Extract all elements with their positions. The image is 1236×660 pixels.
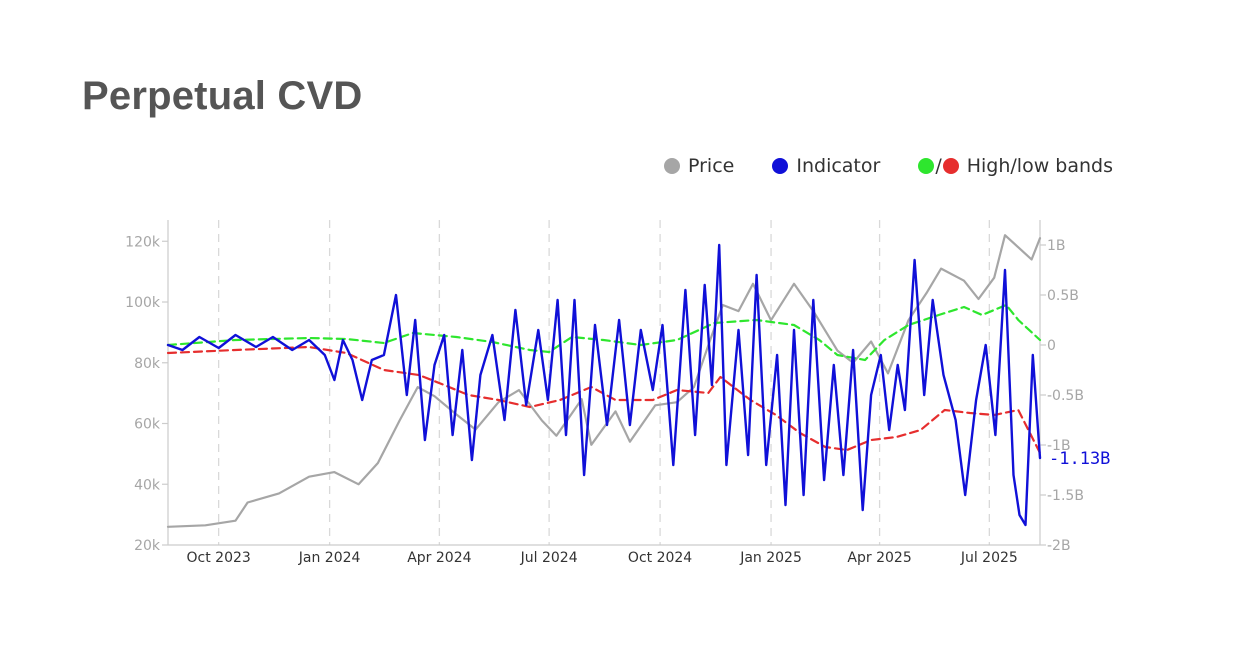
left-tick-label: 100k <box>125 295 161 311</box>
price-line <box>166 234 1042 528</box>
right-tick-label: -2B <box>1047 538 1071 554</box>
x-tick-label: Apr 2024 <box>407 550 471 566</box>
legend-separator: / <box>935 155 942 177</box>
legend-item-bands[interactable]: / High/low bands <box>918 155 1113 177</box>
legend-label-bands: High/low bands <box>966 155 1113 177</box>
left-tick-label: 120k <box>125 234 161 250</box>
chart-legend: Price Indicator / High/low bands <box>664 155 1113 177</box>
low-band-legend-dot-icon <box>942 158 959 174</box>
price-legend-dot-icon <box>664 158 680 174</box>
x-tick-label: Jul 2024 <box>520 550 578 566</box>
x-tick-label: Jan 2025 <box>739 550 802 566</box>
legend-label-price: Price <box>688 155 735 177</box>
right-tick-label: -1.5B <box>1047 488 1084 504</box>
right-tick-label: -1B <box>1047 438 1071 454</box>
right-tick-label: 0 <box>1047 338 1056 354</box>
x-tick-label: Oct 2023 <box>187 550 251 566</box>
x-tick-label: Jul 2025 <box>960 550 1018 566</box>
left-tick-label: 80k <box>134 356 161 372</box>
x-tick-label: Apr 2025 <box>847 550 911 566</box>
legend-label-indicator: Indicator <box>796 155 881 177</box>
chart-series <box>166 234 1042 528</box>
chart-title: Perpetual CVD <box>82 74 363 118</box>
left-tick-label: 40k <box>134 477 161 493</box>
right-tick-label: 1B <box>1047 238 1066 254</box>
right-tick-label: -0.5B <box>1047 388 1084 404</box>
right-tick-label: 0.5B <box>1047 288 1079 304</box>
high-band-legend-dot-icon <box>918 158 935 174</box>
chart-tick-labels: Oct 2023 Jan 2024 Apr 2024 Jul 2024 Oct 2024… <box>125 234 1110 566</box>
x-tick-label: Jan 2024 <box>298 550 361 566</box>
left-tick-label: 60k <box>134 417 161 433</box>
left-tick-label: 20k <box>134 538 161 554</box>
x-tick-label: Oct 2024 <box>628 550 692 566</box>
chart-axes <box>162 220 1046 546</box>
high-band-line <box>166 303 1042 362</box>
indicator-last-value-label: -1.13B <box>1049 449 1110 469</box>
low-band-line <box>166 345 1042 455</box>
indicator-line <box>166 243 1042 527</box>
chart-grid <box>218 220 990 545</box>
indicator-legend-dot-icon <box>772 158 789 174</box>
legend-item-price[interactable]: Price <box>664 155 734 177</box>
legend-item-indicator[interactable]: Indicator <box>772 155 880 177</box>
